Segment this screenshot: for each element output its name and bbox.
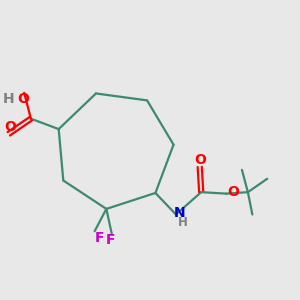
Text: F: F	[106, 233, 115, 247]
Text: F: F	[94, 231, 104, 245]
Text: H: H	[178, 216, 188, 229]
Text: N: N	[174, 206, 185, 220]
Text: H: H	[3, 92, 14, 106]
Text: O: O	[17, 92, 28, 106]
Text: O: O	[227, 185, 239, 200]
Text: O: O	[194, 153, 206, 167]
Text: O: O	[4, 120, 16, 134]
